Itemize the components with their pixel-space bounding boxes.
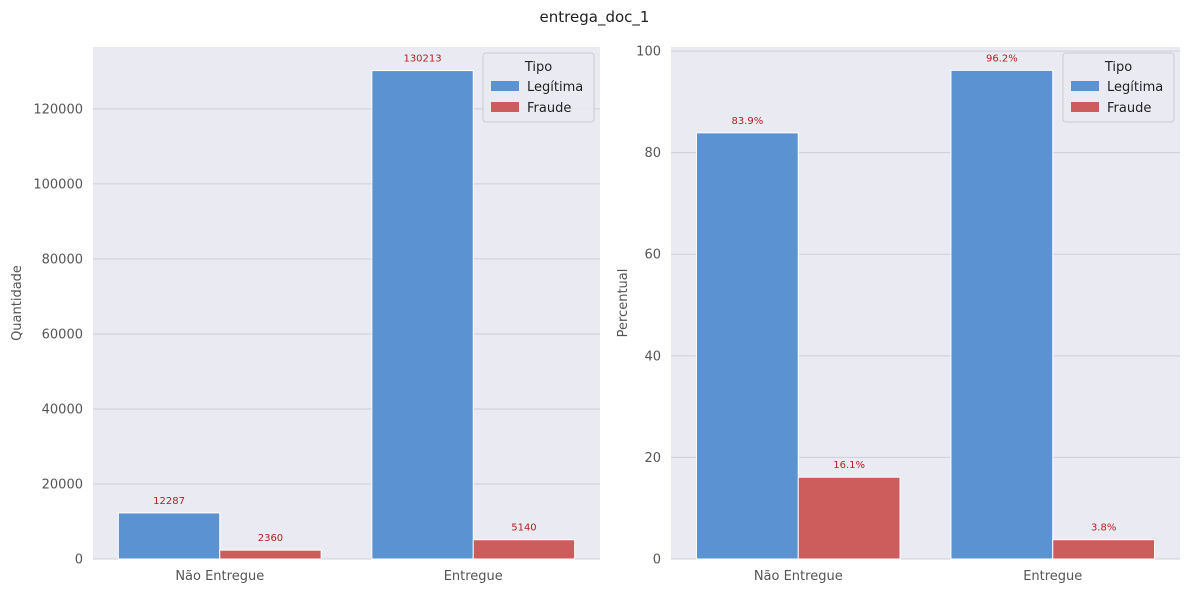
legend-swatch (491, 81, 519, 91)
figure-title: entrega_doc_1 (539, 8, 650, 26)
bar-legítima (950, 69, 1054, 560)
legend-entry: Fraude (527, 101, 571, 116)
y-tick-label: 20 (644, 451, 661, 466)
bar-legítima (695, 132, 799, 560)
y-tick-label: 60000 (42, 327, 83, 342)
legend-swatch (1071, 102, 1099, 112)
data-label: 12287 (153, 496, 185, 507)
y-tick-label: 100 (636, 45, 661, 60)
data-label: 3.8% (1091, 523, 1116, 534)
data-label: 16.1% (833, 460, 865, 471)
data-label: 2360 (258, 533, 283, 544)
x-tick-label: Entregue (1023, 569, 1082, 584)
data-label: 83.9% (731, 116, 763, 127)
bar-fraude (472, 539, 576, 560)
y-tick-label: 60 (644, 248, 661, 263)
y-tick-label: 120000 (33, 102, 83, 117)
y-tick-label: 100000 (33, 177, 83, 192)
legend-title: Tipo (1104, 60, 1132, 75)
plot-area-1 (93, 47, 600, 559)
y-tick-label: 20000 (42, 477, 83, 492)
x-tick-label: Entregue (444, 569, 503, 584)
data-label: 130213 (403, 54, 441, 65)
y-tick-label: 80 (644, 146, 661, 161)
x-tick-label: Não Entregue (754, 569, 843, 584)
legend-title: Tipo (524, 60, 552, 75)
legend-entry: Legítima (1107, 80, 1163, 95)
legend-entry: Legítima (527, 80, 583, 95)
x-tick-label: Não Entregue (175, 569, 264, 584)
y-tick-label: 80000 (42, 252, 83, 267)
data-label: 96.2% (986, 53, 1018, 64)
y-axis-label: Percentual (616, 269, 631, 338)
y-tick-label: 0 (653, 553, 661, 568)
bar-fraude (219, 549, 322, 560)
legend-entry: Fraude (1107, 101, 1151, 116)
legend-swatch (1071, 81, 1099, 91)
y-tick-label: 40 (644, 349, 661, 364)
bar-fraude (797, 476, 901, 560)
bar-legítima (371, 70, 474, 560)
bar-fraude (1052, 539, 1156, 560)
y-axis-label: Quantidade (10, 265, 25, 341)
y-tick-label: 40000 (42, 402, 83, 417)
data-label: 5140 (511, 523, 536, 534)
legend-swatch (491, 102, 519, 112)
bar-legítima (117, 512, 221, 560)
y-tick-label: 0 (75, 553, 83, 568)
